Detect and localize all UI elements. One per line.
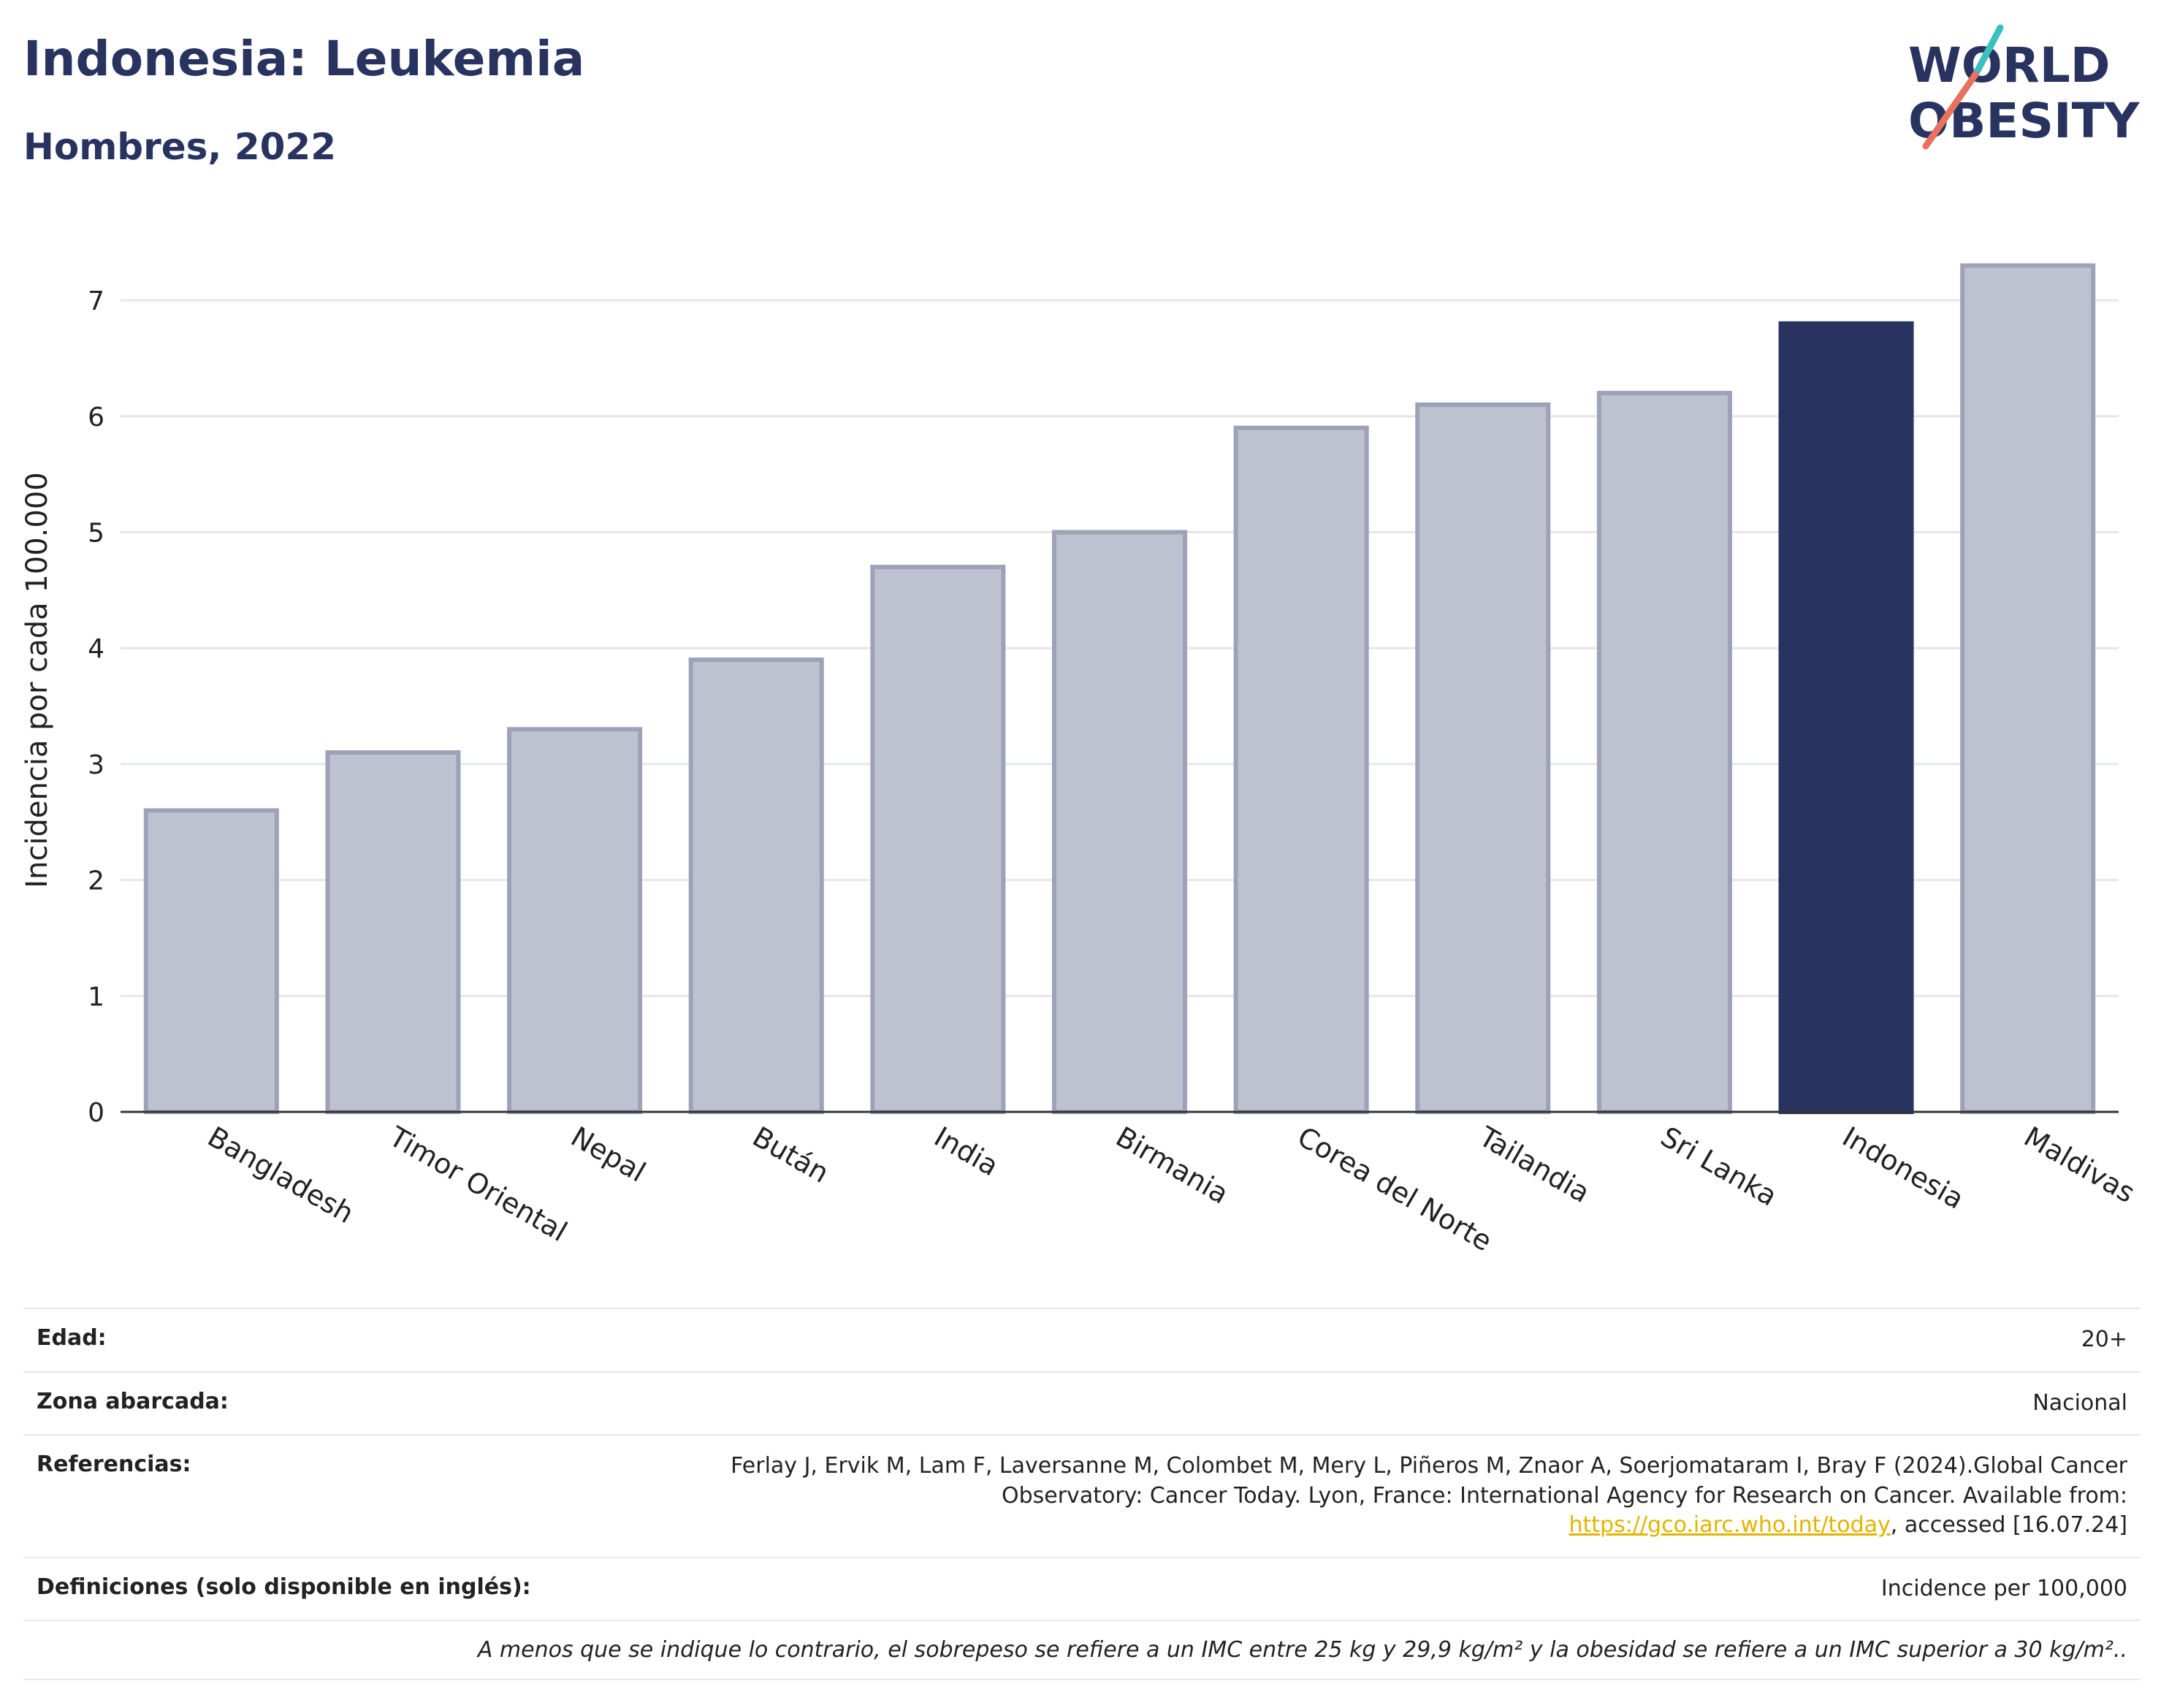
logo-text-world: WORLD [1908,37,2111,94]
bar-tailandia[interactable] [1415,402,1551,1115]
x-tick-label: Sri Lanka [1655,1121,1783,1213]
definitions-value: Incidence per 100,000 [1880,1575,2127,1601]
x-tick-label: Bután [747,1121,834,1189]
x-tick-label: Indonesia [1837,1121,1970,1216]
age-value: 20+ [2081,1327,2127,1352]
x-tick-label: Birmania [1110,1121,1234,1211]
meta-row-zone: Zona abarcada: Nacional [23,1370,2141,1435]
bar-sri-lanka[interactable] [1596,391,1732,1114]
meta-row-definitions: Definiciones (solo disponible en inglés)… [23,1556,2141,1620]
meta-row-note: A menos que se indique lo contrario, el … [23,1620,2141,1680]
bar-maldivas[interactable] [1960,263,2096,1115]
y-tick-labels: 0 1 2 3 4 5 6 7 [88,286,104,1128]
references-text: Ferlay J, Ervik M, Lam F, Laversanne M, … [731,1453,2127,1509]
y-tick-label: 7 [88,286,104,316]
x-tick-label: Maldivas [2019,1121,2141,1210]
bars [143,263,2096,1115]
y-tick-label: 3 [88,750,104,780]
x-tick-label: Tailandia [1473,1120,1595,1209]
x-tick-label: Nepal [565,1121,651,1189]
meta-row-age: Edad: 20+ [23,1308,2141,1371]
definitions-label: Definiciones (solo disponible en inglés)… [37,1574,531,1600]
footnote: A menos que se indique lo contrario, el … [477,1637,2127,1663]
bar-bangladesh[interactable] [143,808,279,1115]
references-value: Ferlay J, Ervik M, Lam F, Laversanne M, … [666,1452,2127,1541]
zone-label: Zona abarcada: [37,1388,229,1414]
world-obesity-logo: WORLD OBESITY [1908,24,2141,150]
bar-corea-del-norte[interactable] [1233,425,1369,1114]
y-axis-label: Incidencia por cada 100.000 [20,472,54,888]
x-tick-label: Timor Oriental [384,1120,573,1248]
logo-slash-teal [1972,24,2004,78]
y-tick-label: 1 [88,982,104,1012]
y-tick-label: 0 [88,1098,104,1128]
x-tick-label: Bangladesh [202,1121,359,1230]
zone-value: Nacional [2032,1389,2127,1416]
chart-subtitle: Hombres, 2022 [23,126,336,168]
bar-indonesia[interactable] [1778,321,1914,1114]
meta-row-references: Referencias: Ferlay J, Ervik M, Lam F, L… [23,1434,2141,1557]
x-tick-label: India [929,1121,1004,1183]
bar-bután[interactable] [688,657,824,1114]
references-label: Referencias: [37,1452,191,1477]
y-tick-label: 6 [88,403,104,432]
chart-title: Indonesia: Leukemia [23,31,585,87]
metadata-table: Edad: 20+ Zona abarcada: Nacional Refere… [23,1308,2141,1680]
bar-nepal[interactable] [507,727,643,1114]
bar-birmania[interactable] [1051,530,1188,1114]
bar-india[interactable] [870,565,1006,1114]
bar-timor-oriental[interactable] [325,750,461,1115]
y-tick-label: 2 [88,866,104,896]
y-tick-label: 4 [88,634,104,664]
logo-slash-coral [1922,71,1979,150]
age-label: Edad: [37,1325,107,1351]
x-tick-label: Corea del Norte [1292,1121,1498,1258]
references-accessed: , accessed [16.07.24] [1890,1512,2127,1538]
references-link[interactable]: https://gco.iarc.who.int/today [1569,1512,1891,1538]
y-tick-label: 5 [88,518,104,548]
